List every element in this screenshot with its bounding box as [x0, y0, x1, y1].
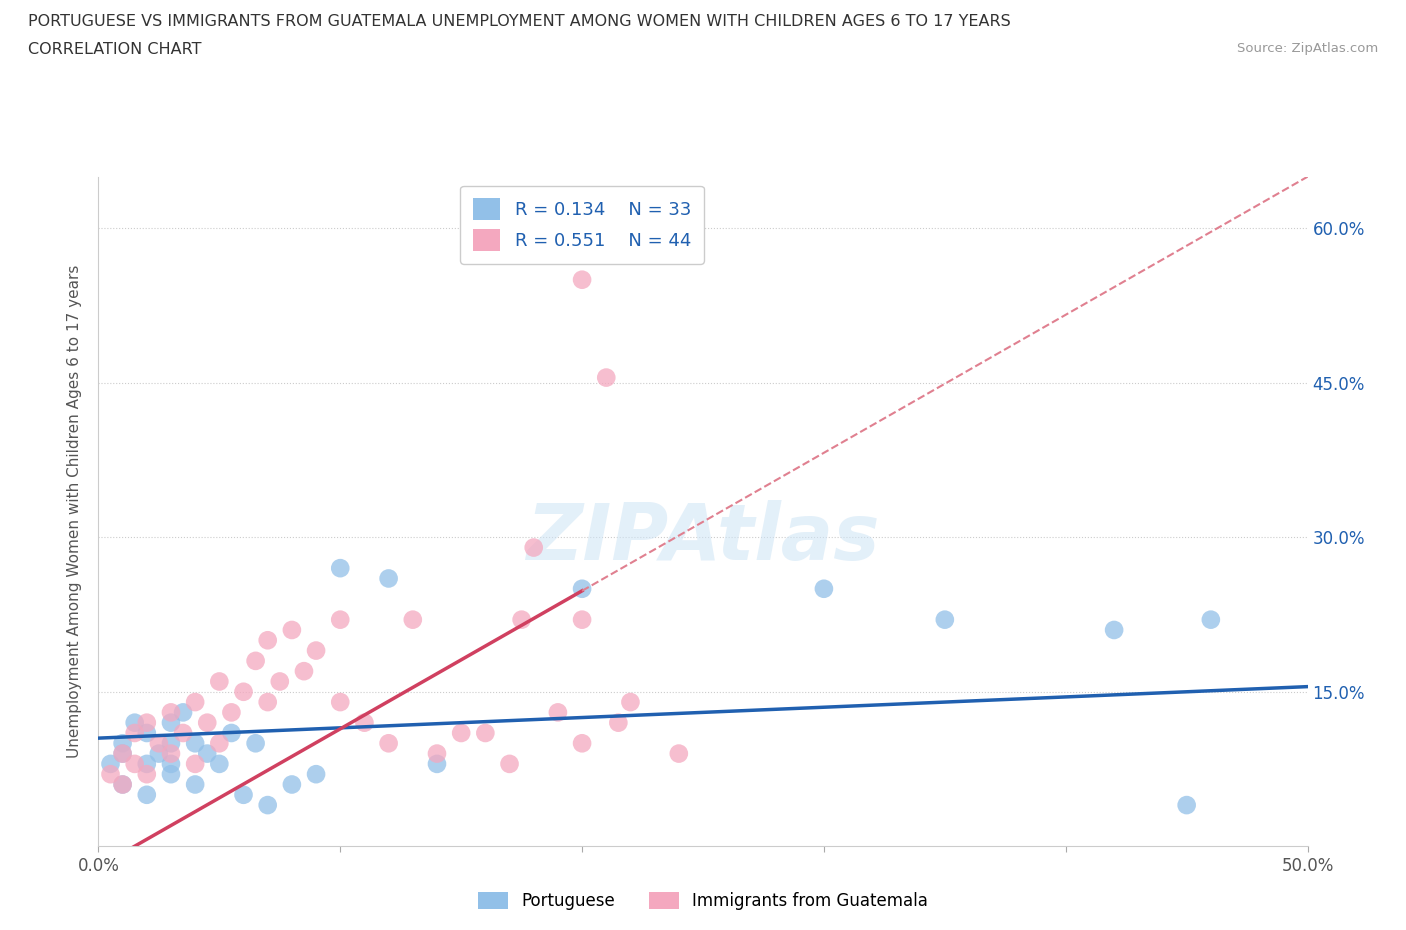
- Point: [135, 725, 157, 740]
- Point: [184, 695, 207, 710]
- Point: [256, 798, 278, 813]
- Text: ZIPAtlas: ZIPAtlas: [526, 500, 880, 577]
- Point: [184, 736, 207, 751]
- Point: [111, 746, 134, 761]
- Point: [377, 571, 399, 586]
- Point: [450, 725, 472, 740]
- Point: [1199, 612, 1222, 627]
- Legend: R = 0.134    N = 33, R = 0.551    N = 44: R = 0.134 N = 33, R = 0.551 N = 44: [461, 186, 703, 264]
- Point: [135, 715, 157, 730]
- Point: [474, 725, 496, 740]
- Point: [148, 746, 170, 761]
- Point: [100, 756, 122, 771]
- Point: [426, 756, 449, 771]
- Point: [172, 725, 194, 740]
- Point: [100, 766, 122, 781]
- Point: [111, 736, 134, 751]
- Text: PORTUGUESE VS IMMIGRANTS FROM GUATEMALA UNEMPLOYMENT AMONG WOMEN WITH CHILDREN A: PORTUGUESE VS IMMIGRANTS FROM GUATEMALA …: [28, 14, 1011, 29]
- Point: [281, 622, 304, 637]
- Point: [329, 612, 352, 627]
- Point: [221, 725, 243, 740]
- Point: [595, 370, 617, 385]
- Point: [1102, 622, 1125, 637]
- Point: [668, 746, 690, 761]
- Point: [160, 746, 183, 761]
- Point: [208, 756, 231, 771]
- Point: [256, 695, 278, 710]
- Point: [245, 654, 267, 669]
- Point: [1175, 798, 1198, 813]
- Point: [124, 725, 146, 740]
- Point: [269, 674, 291, 689]
- Point: [353, 715, 375, 730]
- Point: [135, 788, 157, 803]
- Point: [160, 756, 183, 771]
- Point: [510, 612, 533, 627]
- Point: [426, 746, 449, 761]
- Point: [402, 612, 425, 627]
- Point: [571, 612, 593, 627]
- Point: [329, 561, 352, 576]
- Point: [305, 766, 328, 781]
- Point: [232, 788, 254, 803]
- Y-axis label: Unemployment Among Women with Children Ages 6 to 17 years: Unemployment Among Women with Children A…: [67, 265, 83, 758]
- Point: [111, 746, 134, 761]
- Point: [184, 756, 207, 771]
- Point: [208, 736, 231, 751]
- Point: [571, 272, 593, 287]
- Point: [619, 695, 641, 710]
- Point: [111, 777, 134, 792]
- Point: [256, 632, 278, 647]
- Point: [232, 684, 254, 699]
- Point: [607, 715, 630, 730]
- Legend: Portuguese, Immigrants from Guatemala: Portuguese, Immigrants from Guatemala: [471, 885, 935, 917]
- Point: [329, 695, 352, 710]
- Point: [208, 674, 231, 689]
- Point: [934, 612, 956, 627]
- Text: Source: ZipAtlas.com: Source: ZipAtlas.com: [1237, 42, 1378, 55]
- Point: [172, 705, 194, 720]
- Point: [498, 756, 520, 771]
- Point: [813, 581, 835, 596]
- Point: [292, 664, 315, 679]
- Point: [547, 705, 569, 720]
- Point: [160, 715, 183, 730]
- Point: [111, 777, 134, 792]
- Point: [148, 736, 170, 751]
- Point: [160, 705, 183, 720]
- Text: CORRELATION CHART: CORRELATION CHART: [28, 42, 201, 57]
- Point: [571, 736, 593, 751]
- Point: [245, 736, 267, 751]
- Point: [135, 766, 157, 781]
- Point: [160, 766, 183, 781]
- Point: [377, 736, 399, 751]
- Point: [184, 777, 207, 792]
- Point: [135, 756, 157, 771]
- Point: [124, 756, 146, 771]
- Point: [305, 644, 328, 658]
- Point: [124, 715, 146, 730]
- Point: [221, 705, 243, 720]
- Point: [523, 540, 546, 555]
- Point: [195, 746, 218, 761]
- Point: [281, 777, 304, 792]
- Point: [160, 736, 183, 751]
- Point: [571, 581, 593, 596]
- Point: [195, 715, 218, 730]
